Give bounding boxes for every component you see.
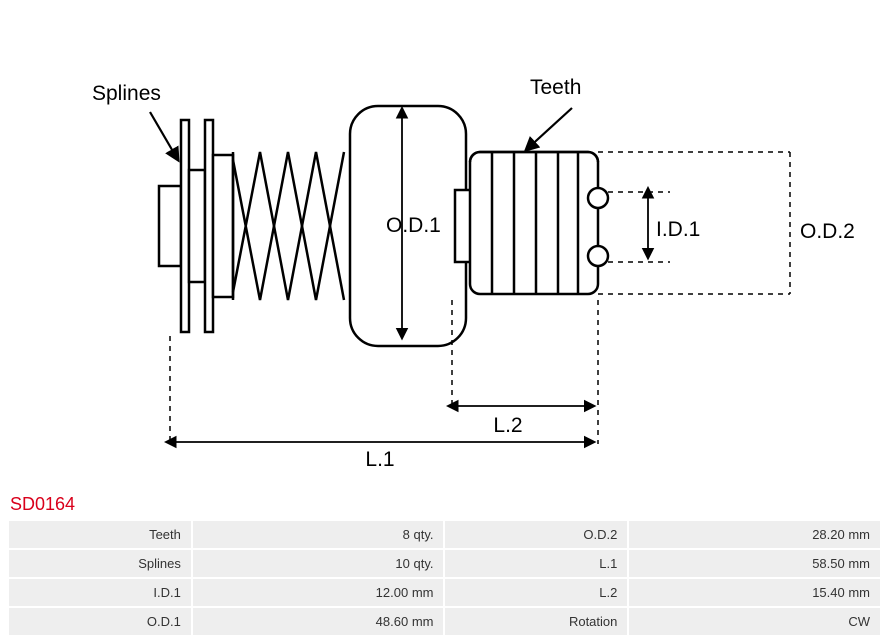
spec-value: 10 qty. xyxy=(193,550,444,577)
table-row: Teeth 8 qty. O.D.2 28.20 mm xyxy=(9,521,880,548)
spec-value: 48.60 mm xyxy=(193,608,444,635)
label-od2: O.D.2 xyxy=(800,220,855,243)
spec-value: 8 qty. xyxy=(193,521,444,548)
spec-label: L.1 xyxy=(445,550,627,577)
spec-value: 28.20 mm xyxy=(629,521,880,548)
callout-splines: Splines xyxy=(92,82,161,105)
part-number: SD0164 xyxy=(0,490,889,519)
diagram-svg: Splines Teeth O.D.1 I.D.1 O.D.2 L.2 L.1 xyxy=(0,0,889,490)
spec-value: 15.40 mm xyxy=(629,579,880,606)
table-row: O.D.1 48.60 mm Rotation CW xyxy=(9,608,880,635)
spec-label: Teeth xyxy=(9,521,191,548)
label-id1: I.D.1 xyxy=(656,218,700,241)
spec-value: 58.50 mm xyxy=(629,550,880,577)
table-row: Splines 10 qty. L.1 58.50 mm xyxy=(9,550,880,577)
spec-value: 12.00 mm xyxy=(193,579,444,606)
spec-label: Rotation xyxy=(445,608,627,635)
spec-label: L.2 xyxy=(445,579,627,606)
spec-label: O.D.1 xyxy=(9,608,191,635)
page: Splines Teeth O.D.1 I.D.1 O.D.2 L.2 L.1 … xyxy=(0,0,889,637)
label-od1: O.D.1 xyxy=(386,214,441,237)
spec-value: CW xyxy=(629,608,880,635)
table-row: I.D.1 12.00 mm L.2 15.40 mm xyxy=(9,579,880,606)
spec-label: Splines xyxy=(9,550,191,577)
label-l2: L.2 xyxy=(493,414,522,437)
specs-table: Teeth 8 qty. O.D.2 28.20 mm Splines 10 q… xyxy=(7,519,882,637)
spec-label: O.D.2 xyxy=(445,521,627,548)
technical-diagram: Splines Teeth O.D.1 I.D.1 O.D.2 L.2 L.1 xyxy=(0,0,889,490)
callout-teeth: Teeth xyxy=(530,76,581,99)
label-l1: L.1 xyxy=(365,448,394,471)
spec-label: I.D.1 xyxy=(9,579,191,606)
